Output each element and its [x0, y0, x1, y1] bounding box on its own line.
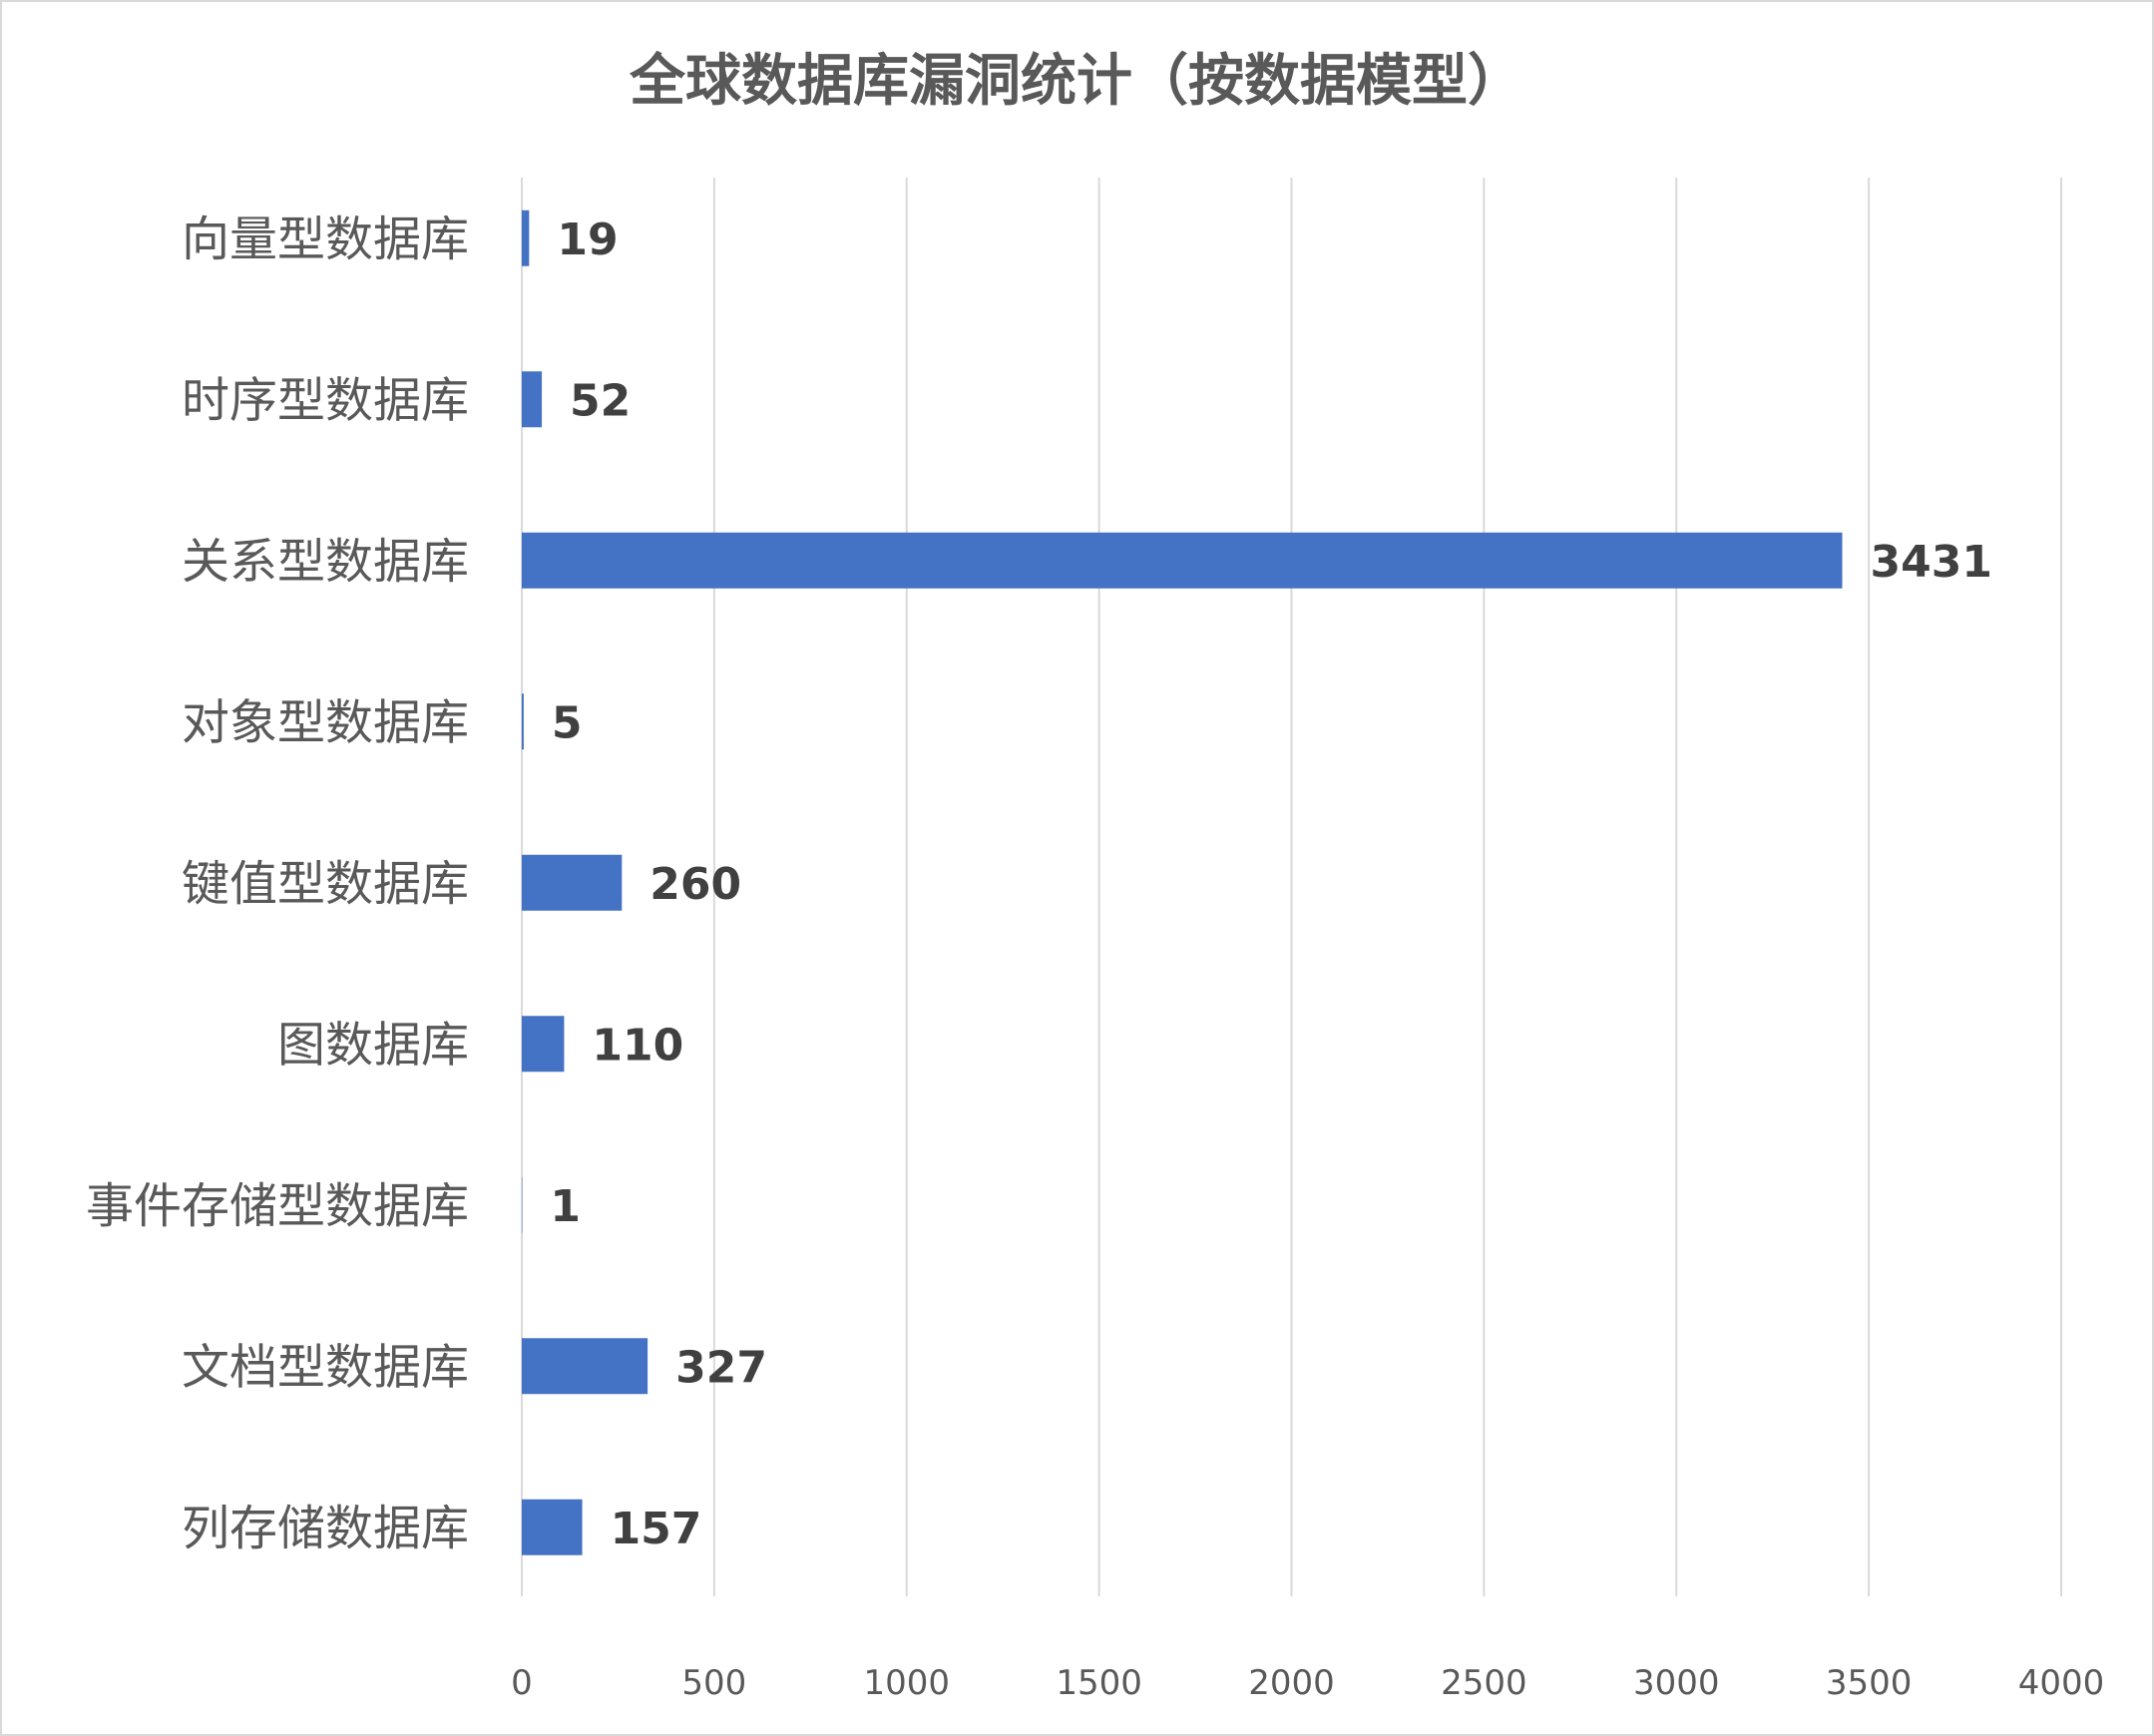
data-labels: 19 52 3431 5 260 110 1 327 157: [550, 215, 1992, 1554]
category-label: 关系型数据库: [182, 534, 469, 590]
x-tick-label: 500: [681, 1663, 746, 1703]
bar: [522, 1016, 565, 1073]
x-tick-label: 1500: [1056, 1663, 1142, 1703]
data-label: 110: [592, 1020, 683, 1071]
x-tick-label: 0: [511, 1663, 533, 1703]
category-label: 键值型数据库: [182, 856, 469, 912]
category-label: 时序型数据库: [182, 372, 469, 428]
bars: [522, 210, 1843, 1555]
category-label: 事件存储型数据库: [86, 1178, 469, 1234]
data-label: 52: [570, 375, 631, 426]
x-tick-label: 2000: [1248, 1663, 1335, 1703]
category-label: 向量型数据库: [182, 212, 469, 267]
x-tick-label: 1000: [863, 1663, 950, 1703]
bar: [522, 371, 543, 428]
data-label: 1: [550, 1181, 581, 1232]
chart-title: 全球数据库漏洞统计（按数据模型）: [629, 49, 1523, 114]
data-label: 327: [675, 1342, 767, 1393]
x-axis-ticks: 0 500 1000 1500 2000 2500 3000 3500 4000: [511, 1663, 2104, 1703]
bar: [522, 854, 623, 911]
data-label: 19: [557, 215, 618, 265]
data-label: 3431: [1871, 537, 1992, 588]
category-label: 列存储数据库: [182, 1501, 469, 1556]
category-label: 图数据库: [277, 1017, 469, 1073]
bar: [522, 210, 530, 266]
x-tick-label: 3500: [1826, 1663, 1913, 1703]
bar: [522, 1499, 583, 1555]
x-tick-label: 2500: [1441, 1663, 1527, 1703]
category-label: 文档型数据库: [182, 1339, 469, 1395]
x-tick-label: 3000: [1633, 1663, 1720, 1703]
bar: [522, 693, 524, 750]
category-labels: 向量型数据库时序型数据库关系型数据库对象型数据库键值型数据库图数据库事件存储型数…: [86, 212, 469, 1556]
x-tick-label: 4000: [2018, 1663, 2105, 1703]
data-label: 260: [649, 859, 741, 910]
bar: [522, 1338, 648, 1395]
data-label: 5: [552, 697, 583, 748]
bar: [522, 532, 1843, 589]
data-label: 157: [611, 1504, 702, 1554]
category-label: 对象型数据库: [182, 694, 469, 750]
